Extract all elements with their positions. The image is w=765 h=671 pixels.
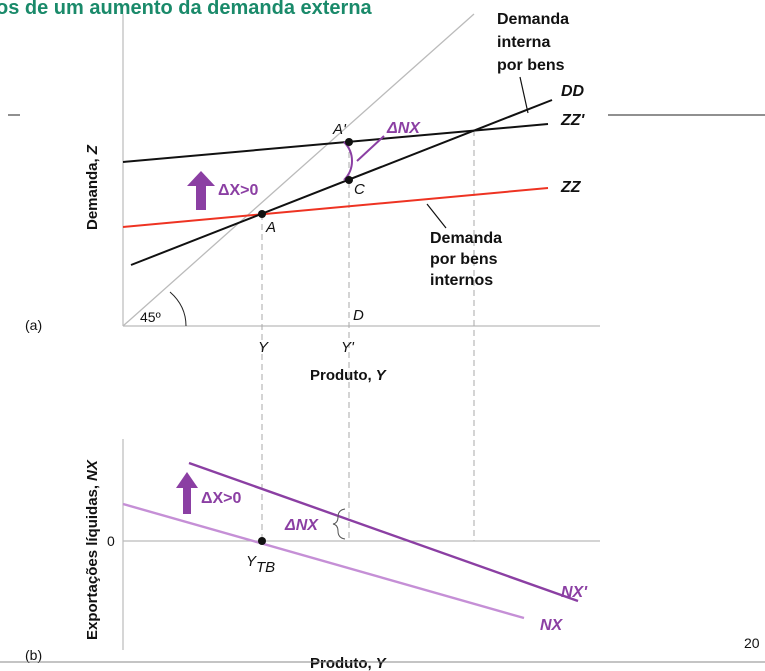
panel-a-x-axis-label: Produto, Y: [310, 367, 388, 384]
angle-arc: [169, 291, 187, 327]
point-c-label: C: [354, 181, 365, 198]
page-number: 20: [744, 635, 760, 651]
angle-label: 45º: [140, 309, 161, 325]
point-a-prime: [345, 138, 353, 146]
zz-line: [122, 187, 549, 228]
annotation-internos-3: internos: [430, 272, 493, 289]
delta-nx-brace: [332, 508, 346, 540]
nx-prime-line: [188, 461, 579, 603]
panel-b: NX' NX ΔNX ΔX>0 YTB 0 Produto, Y Exportaç…: [25, 439, 600, 671]
annotation-interna-1: Demanda: [497, 11, 569, 28]
panel-b-label: (b): [25, 647, 42, 663]
annotation-interna-3: por bens: [497, 57, 565, 74]
point-a: [258, 210, 266, 218]
delta-x-label-b: ΔX>0: [201, 490, 242, 507]
delta-x-arrow-b: [176, 472, 198, 514]
slide-title: os de um aumento da demanda externa: [0, 0, 373, 19]
delta-nx-bracket: [343, 141, 354, 181]
nx-prime-label: NX': [561, 584, 588, 601]
delta-nx-label-a: ΔNX: [386, 120, 421, 137]
nx-line: [122, 502, 525, 620]
annotation-internos-pointer: [426, 203, 447, 229]
forty-five-degree-line: [122, 13, 475, 327]
dd-label: DD: [561, 83, 585, 100]
dd-line: [130, 99, 553, 266]
point-a-prime-label: A': [332, 121, 347, 138]
annotation-internos-2: por bens: [430, 251, 498, 268]
point-d-label: D: [353, 307, 364, 324]
nx-label: NX: [540, 617, 564, 634]
point-a-label: A: [265, 219, 276, 236]
zz-label: ZZ: [560, 179, 582, 196]
panel-a-y-axis-label: Demanda,Z: [84, 144, 101, 230]
point-ytb: [258, 537, 266, 545]
zz-prime-label: ZZ': [560, 112, 586, 129]
delta-x-arrow-a: [187, 171, 215, 210]
delta-x-label-a: ΔX>0: [218, 182, 259, 199]
panel-b-y-axis-label: Exportações líquidas,NX: [84, 459, 101, 640]
zero-label: 0: [107, 533, 115, 549]
panel-b-x-axis-label: Produto, Y: [310, 655, 388, 671]
panel-a: 45º DD ZZ' ZZ Demanda interna por bens D…: [25, 11, 600, 541]
ytb-label: YTB: [246, 553, 275, 576]
point-c: [345, 176, 353, 184]
annotation-internos-1: Demanda: [430, 230, 502, 247]
tick-y: Y: [258, 339, 269, 356]
annotation-interna-pointer: [519, 76, 529, 114]
tick-y-prime: Y': [341, 339, 355, 356]
panel-a-label: (a): [25, 317, 42, 333]
delta-nx-label-b: ΔNX: [284, 517, 319, 534]
delta-nx-pointer: [356, 135, 385, 162]
annotation-interna-2: interna: [497, 34, 550, 51]
